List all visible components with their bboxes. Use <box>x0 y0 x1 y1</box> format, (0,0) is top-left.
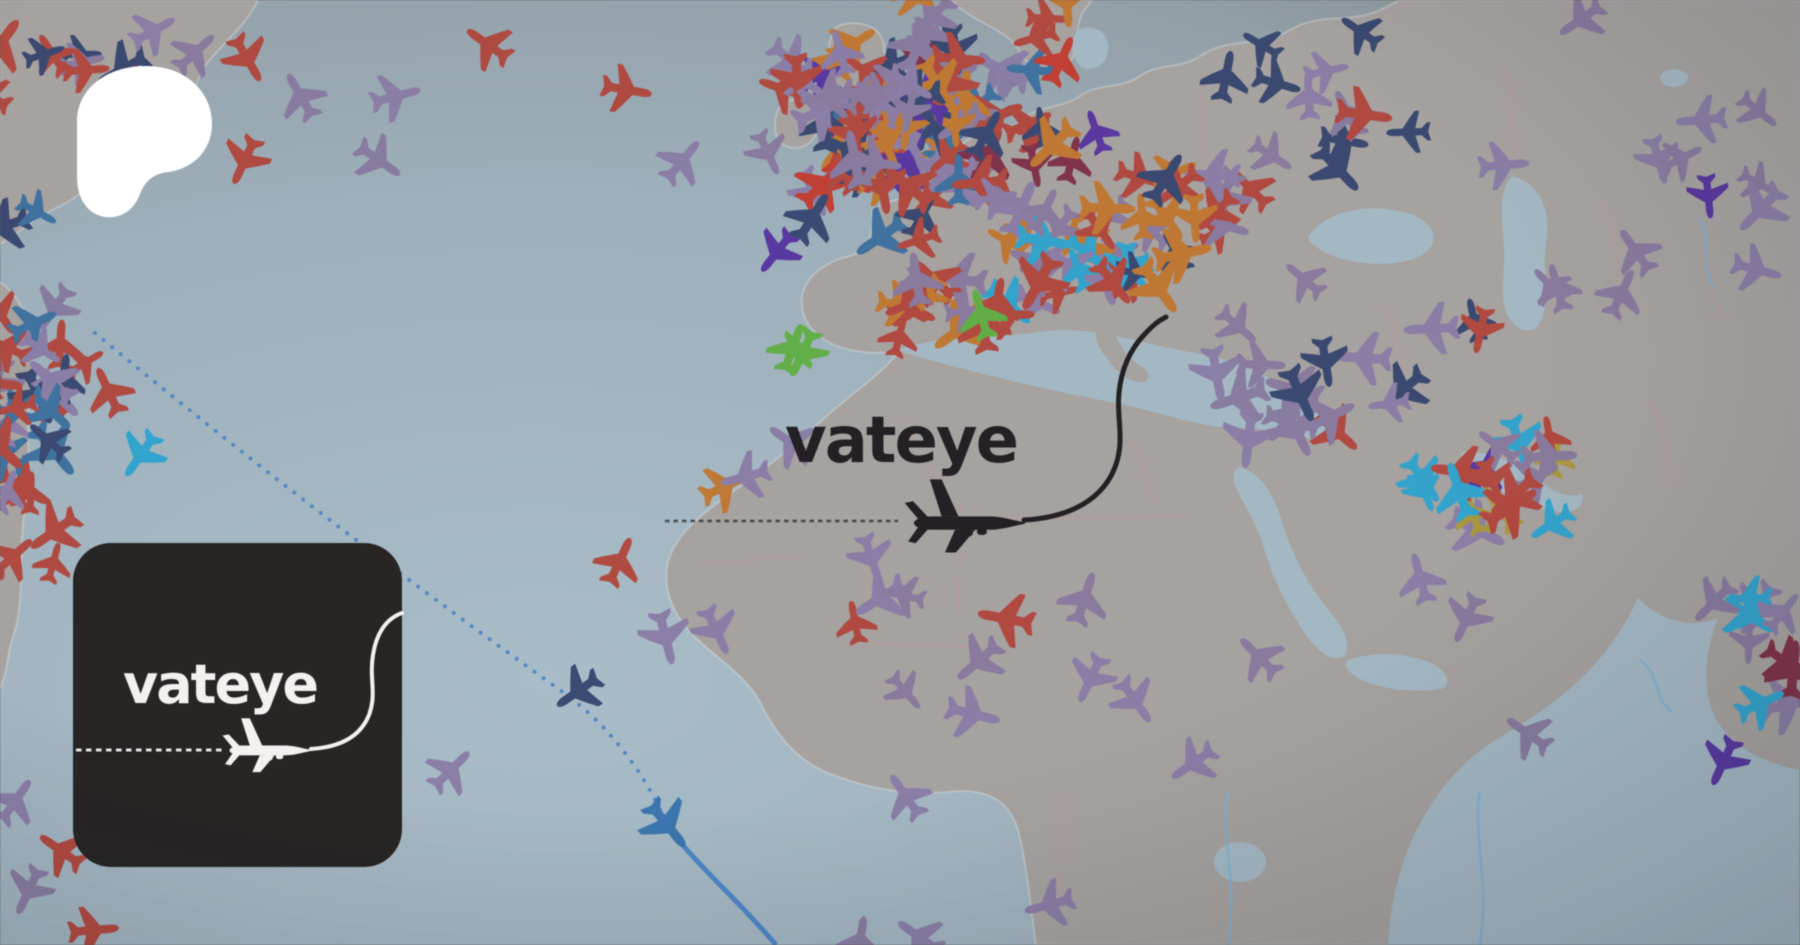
vateye-logo: vateye <box>665 314 1169 553</box>
seas <box>898 27 1800 945</box>
land-italy <box>1095 328 1149 383</box>
app-icon-wordmark: vateye <box>123 653 317 716</box>
caspian-sea <box>1501 176 1548 331</box>
flight-route[interactable] <box>93 331 778 945</box>
rivers <box>1224 219 1716 945</box>
patreon-logo-icon <box>77 66 212 218</box>
mediterranean-sea <box>898 330 1328 442</box>
app-icon-swoosh <box>309 611 404 751</box>
route-dotted-segment <box>93 331 666 820</box>
gulf-of-aden <box>1345 654 1448 691</box>
lake-victoria <box>1214 842 1266 882</box>
app-icon-background <box>73 543 402 867</box>
lake-small <box>1660 69 1688 87</box>
vateye-wordmark: vateye <box>785 404 1017 478</box>
black-sea <box>1308 208 1434 264</box>
arabian-sea <box>1388 598 1800 945</box>
vateye-app-icon: vateye <box>73 543 404 867</box>
logo-swoosh <box>1021 314 1169 523</box>
red-sea <box>1233 467 1348 659</box>
baltic-sea <box>1072 27 1109 69</box>
